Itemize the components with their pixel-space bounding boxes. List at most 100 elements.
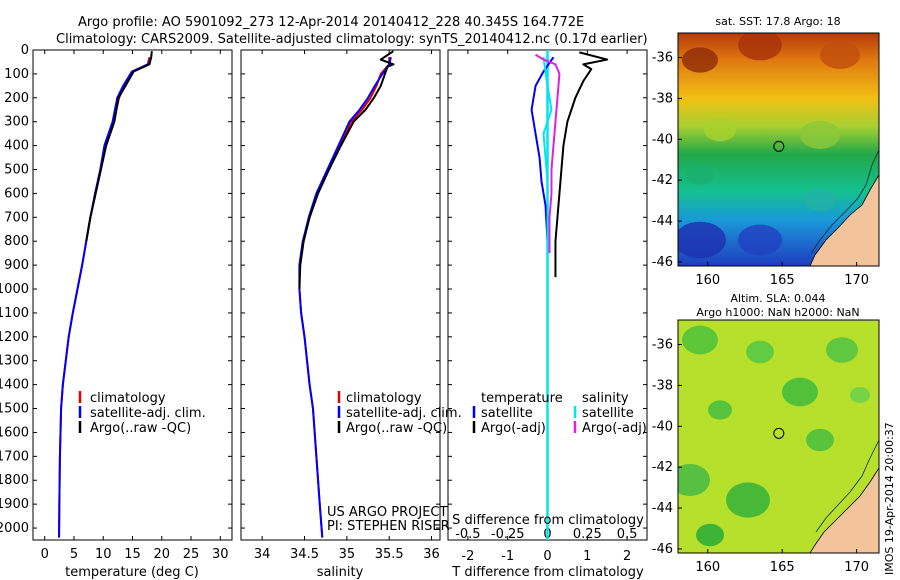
lat-tick-label: -44 bbox=[652, 214, 673, 229]
lon-tick-label: 165 bbox=[770, 560, 795, 575]
lat-tick-label: -40 bbox=[652, 419, 673, 434]
sst-patch bbox=[738, 224, 782, 256]
x-tick-label: 2 bbox=[623, 549, 631, 564]
legend-label: Argo(-adj) bbox=[582, 421, 647, 436]
series-line bbox=[542, 57, 553, 538]
lon-tick-label: 170 bbox=[844, 560, 869, 575]
legend-label: climatology bbox=[346, 391, 422, 406]
s-tick-label: 0.25 bbox=[573, 527, 602, 542]
series-line bbox=[535, 53, 561, 254]
sst-coastline-offshore bbox=[811, 149, 879, 253]
sst-patch bbox=[682, 47, 718, 73]
sla-patch bbox=[826, 337, 858, 363]
legend-label: satellite bbox=[481, 406, 533, 421]
legend-label: satellite-adj. clim. bbox=[90, 406, 206, 421]
sla-map-frame bbox=[677, 319, 880, 554]
sst-land bbox=[809, 174, 879, 266]
legend-label: satellite bbox=[582, 406, 634, 421]
temperature-xlabel: temperature (deg C) bbox=[65, 565, 199, 580]
sst-patch bbox=[704, 118, 736, 142]
sst-map-frame bbox=[677, 32, 880, 267]
salinity-profiles bbox=[298, 50, 395, 538]
argo-position-marker bbox=[773, 427, 785, 439]
lat-tick-label: -46 bbox=[652, 255, 673, 270]
s-tick-label: 0.5 bbox=[617, 527, 638, 542]
sla-coastline-offshore bbox=[815, 439, 879, 533]
depth-tick-label: 1600 bbox=[0, 425, 29, 440]
salinity-xlabel: salinity bbox=[317, 565, 364, 580]
lon-tick-label: 160 bbox=[695, 273, 720, 288]
x-tick-label: 10 bbox=[95, 547, 112, 562]
legend-label: satellite-adj. clim. bbox=[346, 406, 462, 421]
pi-annotation: PI: STEPHEN RISER bbox=[327, 519, 450, 534]
salinity-legend: climatology satellite-adj. clim. Argo(..… bbox=[337, 391, 462, 436]
x-tick-label: 5 bbox=[70, 547, 78, 562]
depth-tick-label: 100 bbox=[4, 67, 29, 82]
series-line bbox=[298, 50, 395, 290]
x-tick-label: 0 bbox=[543, 549, 551, 564]
s-tick-label: -0.25 bbox=[491, 527, 525, 542]
depth-tick-label: 200 bbox=[4, 91, 29, 106]
sst-patch bbox=[738, 33, 782, 61]
header-line-1: Argo profile: AO 5901092_273 12-Apr-2014… bbox=[78, 15, 584, 30]
temperature-legend: climatology satellite-adj. clim. Argo(..… bbox=[78, 391, 206, 436]
sla-patch bbox=[806, 428, 834, 452]
lon-tick-label: 165 bbox=[770, 273, 795, 288]
x-tick-label: 0 bbox=[41, 547, 49, 562]
project-annotation: US ARGO PROJECT bbox=[327, 505, 447, 520]
legend-group-title: temperature bbox=[481, 391, 563, 406]
x-tick-label: 34.5 bbox=[290, 547, 319, 562]
legend-label: Argo(..raw -QC) bbox=[346, 421, 447, 436]
depth-tick-labels: 0 100 200 300 400 500 600 700 800 900 1000 1100 1200… bbox=[0, 43, 29, 536]
sst-patch bbox=[804, 188, 836, 212]
sla-patch bbox=[746, 340, 774, 364]
sst-patch bbox=[678, 221, 726, 259]
lat-tick-label: -44 bbox=[652, 501, 673, 516]
lat-tick-label: -40 bbox=[652, 132, 673, 147]
depth-tick-label: 0 bbox=[21, 43, 29, 58]
depth-tick-label: 1100 bbox=[0, 306, 29, 321]
depth-tick-label: 1300 bbox=[0, 354, 29, 369]
sst-patches bbox=[678, 33, 860, 259]
x-tick-label: 15 bbox=[124, 547, 141, 562]
depth-tick-label: 600 bbox=[4, 186, 29, 201]
depth-tick-label: 400 bbox=[4, 139, 29, 154]
salinity-axes bbox=[240, 49, 441, 541]
sla-patch bbox=[678, 464, 710, 496]
temperature-profiles bbox=[58, 51, 153, 538]
argo-position-marker bbox=[773, 140, 785, 152]
sla-patch bbox=[682, 325, 718, 355]
series-line bbox=[554, 51, 609, 278]
x-tick-label: 35 bbox=[339, 547, 356, 562]
lat-tick-label: -38 bbox=[652, 91, 673, 106]
sla-patches bbox=[678, 325, 870, 547]
lat-tick-label: -42 bbox=[652, 460, 673, 475]
lat-tick-label: -36 bbox=[652, 51, 673, 66]
sla-patch bbox=[726, 482, 770, 518]
depth-tick-label: 1700 bbox=[0, 449, 29, 464]
x-tick-label: 30 bbox=[212, 547, 229, 562]
salinity-ticks: 34 34.5 35 35.5 36 bbox=[241, 49, 440, 562]
legend-label: Argo(..raw -QC) bbox=[90, 421, 191, 436]
x-tick-label: 35.5 bbox=[375, 547, 404, 562]
difference-profiles bbox=[530, 50, 609, 540]
lon-tick-label: 160 bbox=[695, 560, 720, 575]
sla-map-title: Altim. SLA: 0.044 bbox=[730, 292, 825, 305]
sla-patch bbox=[708, 400, 732, 420]
sla-land bbox=[809, 467, 879, 553]
depth-tick-label: 900 bbox=[4, 258, 29, 273]
sst-patch bbox=[820, 41, 860, 69]
depth-tick-label: 1500 bbox=[0, 402, 29, 417]
sst-map bbox=[678, 33, 879, 266]
difference-xlabel-top: S difference from climatology bbox=[452, 513, 644, 528]
sla-patch bbox=[696, 523, 724, 547]
sst-patch bbox=[800, 121, 840, 149]
difference-legend: temperature satellite Argo(-adj) salinit… bbox=[472, 391, 647, 436]
lat-tick-label: -36 bbox=[652, 338, 673, 353]
credit: IMOS 19-Apr-2014 20:00:37 bbox=[883, 422, 896, 575]
legend-label: climatology bbox=[90, 391, 166, 406]
x-tick-label: -1 bbox=[501, 549, 514, 564]
legend-label: Argo(-adj) bbox=[481, 421, 546, 436]
legend-group-title: salinity bbox=[582, 391, 629, 406]
